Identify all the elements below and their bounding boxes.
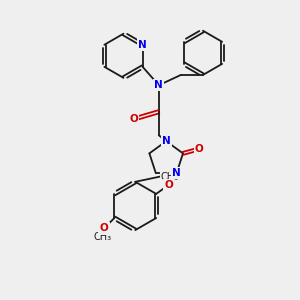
Text: CH₃: CH₃ xyxy=(94,232,112,242)
Text: N: N xyxy=(138,40,147,50)
Text: O: O xyxy=(129,114,138,124)
Text: N: N xyxy=(172,168,181,178)
Text: O: O xyxy=(164,180,173,190)
Text: CH₃: CH₃ xyxy=(161,172,179,182)
Text: O: O xyxy=(195,144,204,154)
Text: N: N xyxy=(162,136,171,146)
Text: O: O xyxy=(100,223,108,233)
Text: N: N xyxy=(154,80,163,90)
